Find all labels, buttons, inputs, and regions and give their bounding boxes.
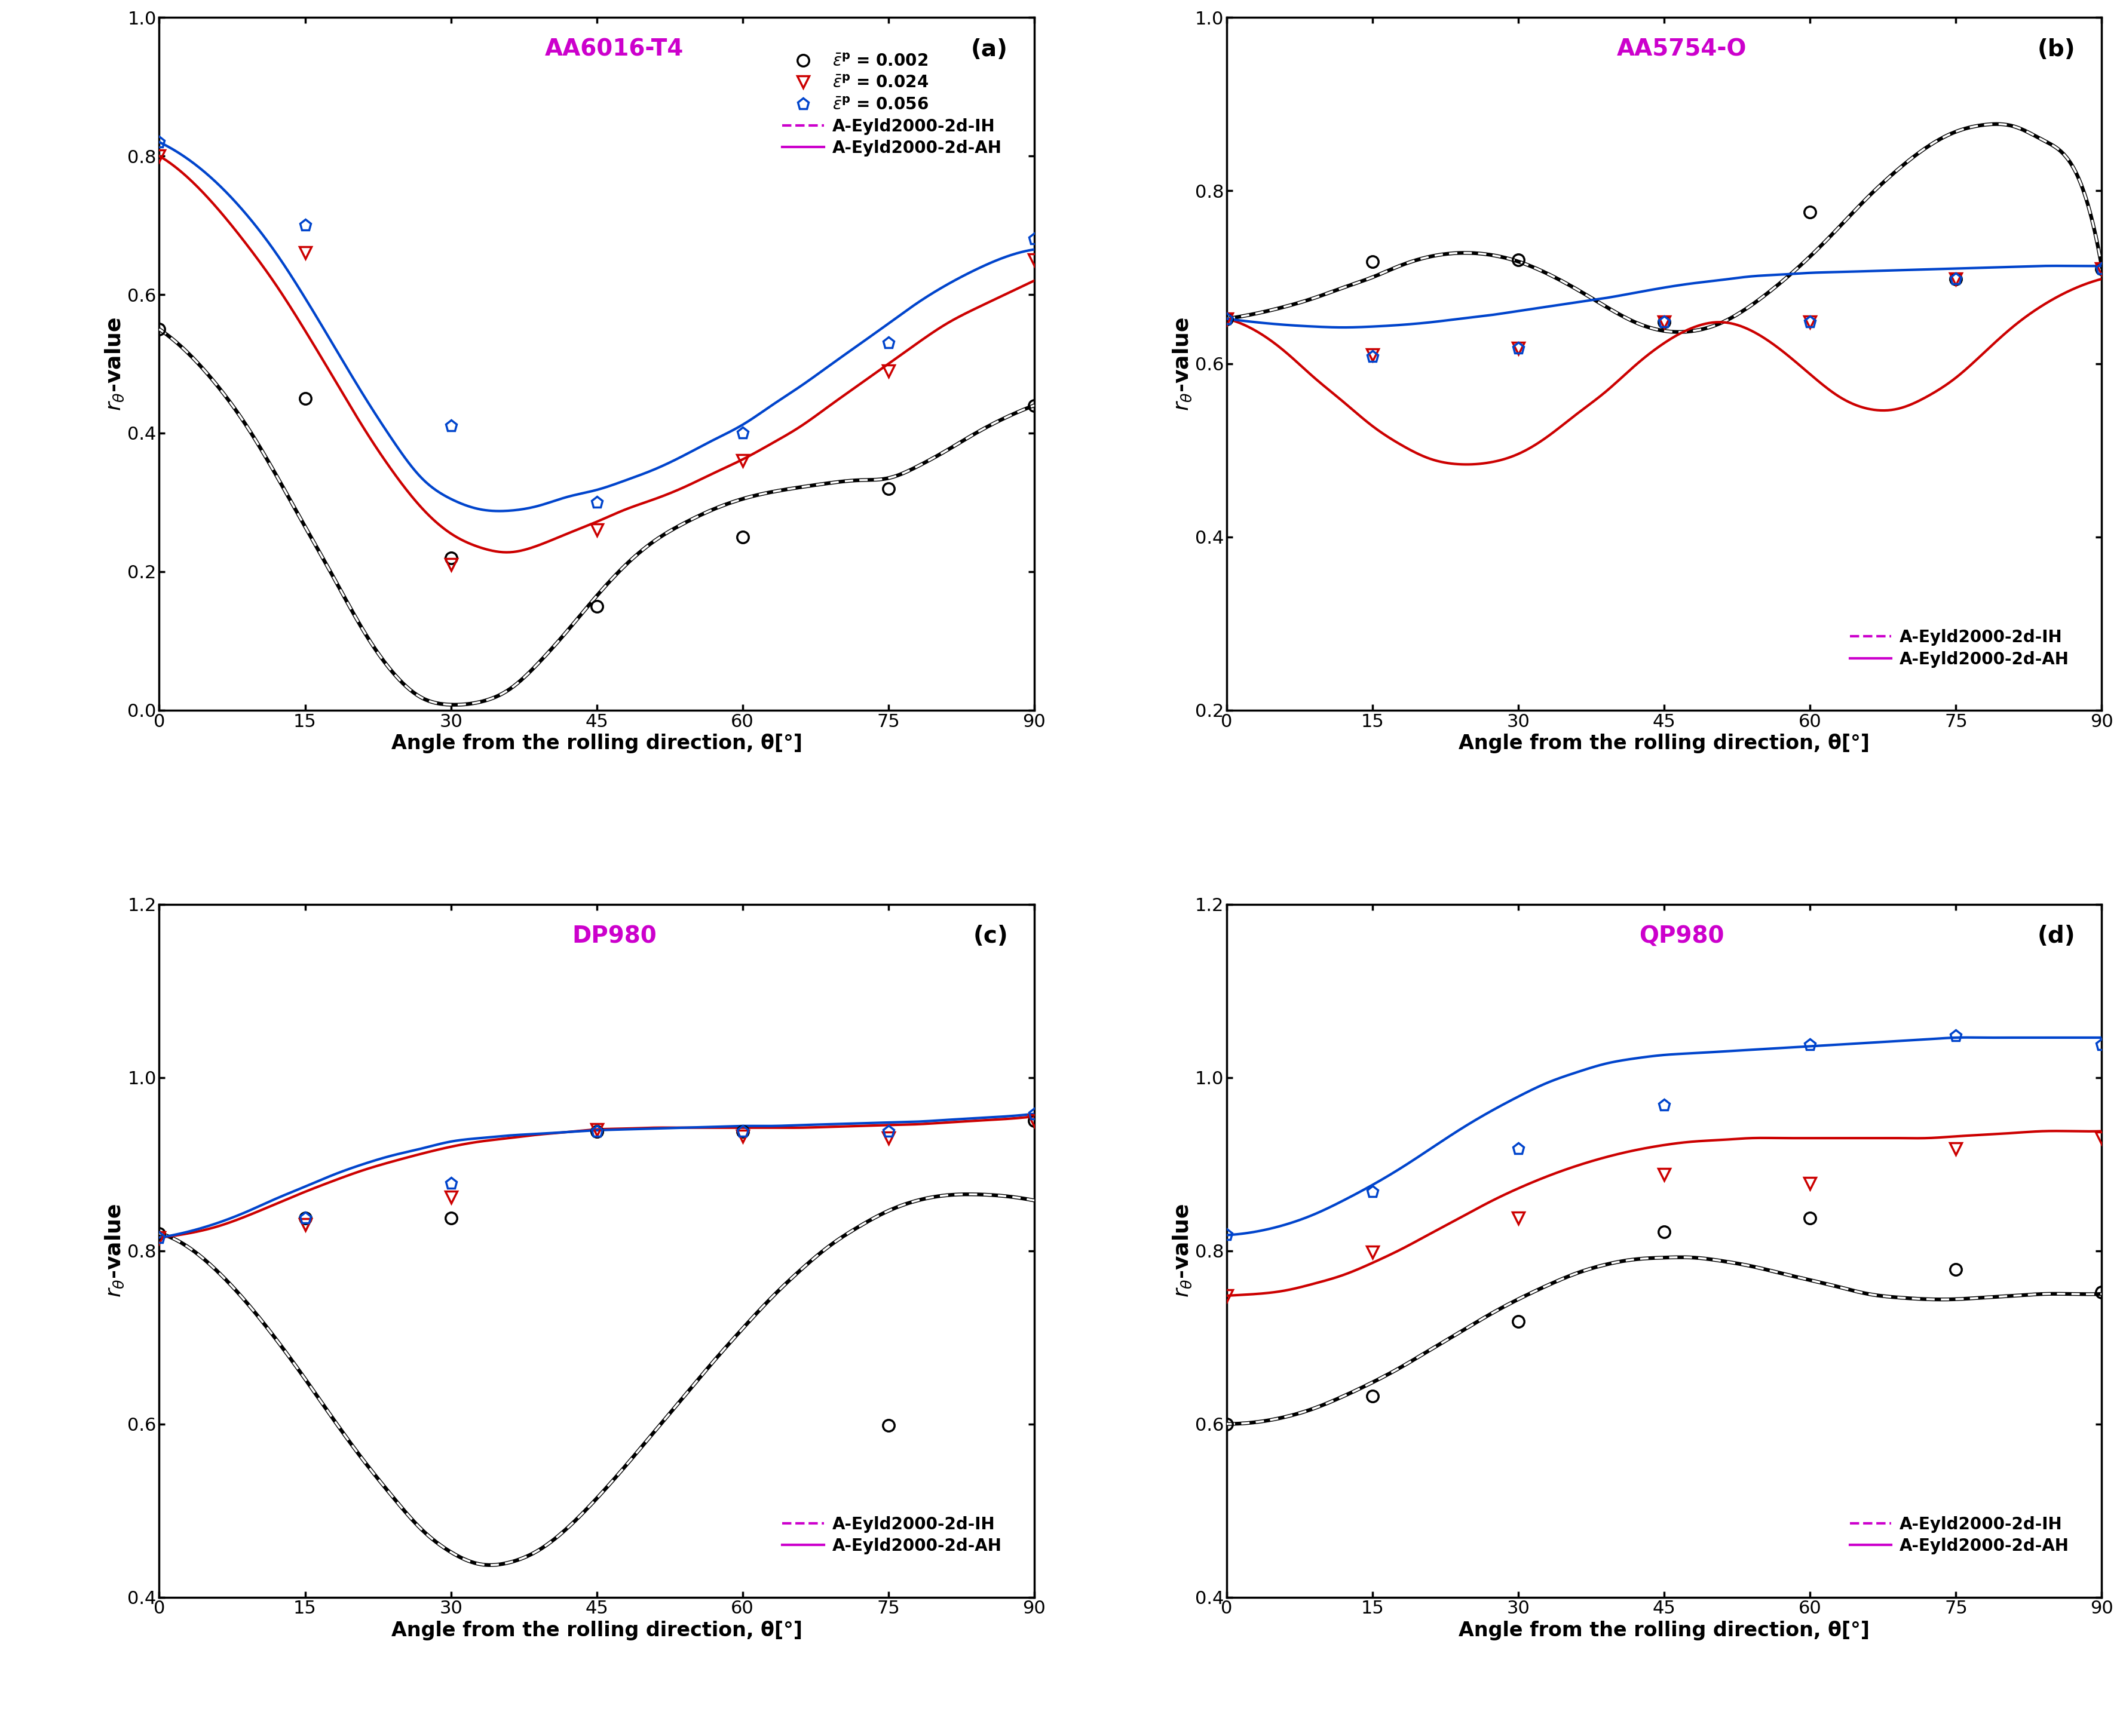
Y-axis label: $r_{\theta}$-value: $r_{\theta}$-value: [104, 318, 125, 411]
X-axis label: Angle from the rolling direction, θ[°]: Angle from the rolling direction, θ[°]: [1459, 1621, 1870, 1641]
X-axis label: Angle from the rolling direction, θ[°]: Angle from the rolling direction, θ[°]: [1459, 734, 1870, 753]
Text: QP980: QP980: [1639, 925, 1724, 948]
Y-axis label: $r_{\theta}$-value: $r_{\theta}$-value: [104, 1203, 125, 1297]
Legend: A-Eyld2000-2d-IH, A-Eyld2000-2d-AH: A-Eyld2000-2d-IH, A-Eyld2000-2d-AH: [775, 1509, 1008, 1561]
Text: (d): (d): [2038, 925, 2076, 948]
X-axis label: Angle from the rolling direction, θ[°]: Angle from the rolling direction, θ[°]: [391, 734, 802, 753]
Legend: A-Eyld2000-2d-IH, A-Eyld2000-2d-AH: A-Eyld2000-2d-IH, A-Eyld2000-2d-AH: [1843, 623, 2076, 674]
Text: AA5754-O: AA5754-O: [1618, 38, 1747, 61]
Y-axis label: $r_{\theta}$-value: $r_{\theta}$-value: [1172, 318, 1193, 411]
Text: DP980: DP980: [571, 925, 656, 948]
X-axis label: Angle from the rolling direction, θ[°]: Angle from the rolling direction, θ[°]: [391, 1621, 802, 1641]
Text: (c): (c): [972, 925, 1008, 948]
Legend: A-Eyld2000-2d-IH, A-Eyld2000-2d-AH: A-Eyld2000-2d-IH, A-Eyld2000-2d-AH: [1843, 1509, 2076, 1561]
Y-axis label: $r_{\theta}$-value: $r_{\theta}$-value: [1172, 1203, 1193, 1297]
Text: AA6016-T4: AA6016-T4: [546, 38, 684, 61]
Text: (b): (b): [2038, 38, 2076, 61]
Text: (a): (a): [970, 38, 1008, 61]
Legend: $\bar{\varepsilon}^{\mathbf{p}}$ = 0.002, $\bar{\varepsilon}^{\mathbf{p}}$ = 0.0: $\bar{\varepsilon}^{\mathbf{p}}$ = 0.002…: [775, 47, 1008, 163]
